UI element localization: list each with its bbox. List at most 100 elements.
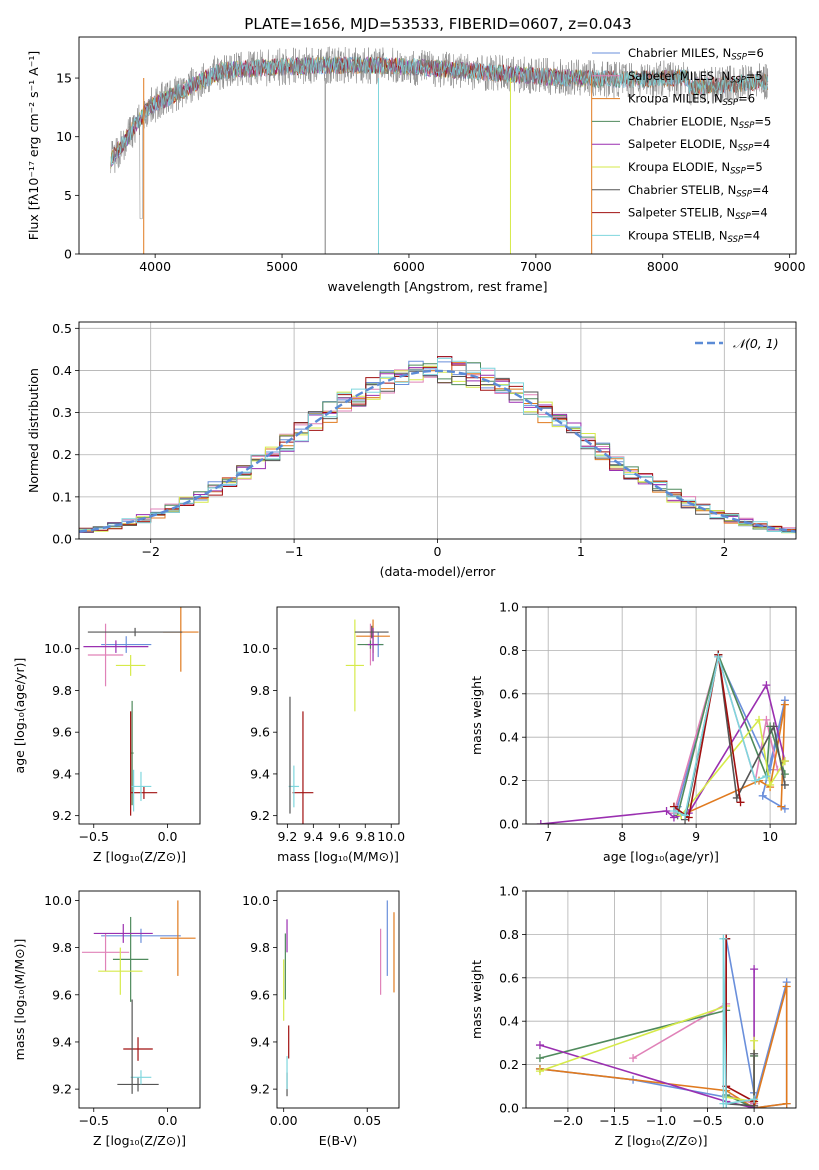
y-tick-label: 10.0	[44, 641, 72, 656]
weight-point-marker	[681, 811, 690, 820]
x-axis-label: mass [log₁₀(M/M⊙)]	[277, 849, 399, 864]
y-tick-label: 0.2	[499, 1057, 519, 1072]
weight-point-marker	[669, 806, 678, 815]
x-tick-label: 8	[618, 829, 626, 844]
y-tick-label: 10.0	[242, 641, 270, 656]
legend-subscript: SSP	[735, 212, 751, 222]
weight-series-line	[680, 717, 786, 816]
legend-count: =5	[746, 69, 763, 83]
weight-point-marker	[535, 1041, 544, 1050]
weight-point-marker	[758, 791, 767, 800]
y-tick-label: 0.2	[52, 447, 72, 462]
axes-frame	[78, 321, 797, 540]
legend-count: =6	[747, 46, 764, 60]
spectrum-line	[110, 56, 769, 166]
figure-title: PLATE=1656, MJD=53533, FIBERID=0607, z=0…	[244, 15, 631, 33]
weight-series-line	[673, 654, 742, 819]
weight-point-marker	[751, 776, 760, 785]
x-tick-label: 0.0	[158, 829, 178, 844]
y-tick-label: 0.8	[499, 927, 519, 942]
x-tick-label: −0.5	[79, 829, 109, 844]
axes-frame	[525, 606, 797, 825]
y-tick-label: 9.4	[250, 1034, 270, 1049]
legend-subscript: SSP	[731, 53, 747, 63]
x-axis-label: (data-model)/error	[380, 564, 497, 579]
legend-entry: Chabrier ELODIE, NSSP=5	[628, 114, 771, 130]
y-tick-label: 9.2	[52, 1082, 72, 1097]
weight-point-marker	[750, 965, 759, 974]
y-tick-label: 9.6	[52, 725, 72, 740]
axes-frame	[525, 890, 797, 1109]
x-tick-label: 0	[434, 544, 442, 559]
x-tick-label: 0.0	[158, 1113, 178, 1128]
y-tick-label: 9.4	[52, 766, 72, 781]
axes-frame	[276, 606, 400, 825]
y-axis-label: Flux [fλ10⁻¹⁷ erg cm⁻² s⁻¹ A⁻¹]	[26, 51, 41, 240]
mass-vs-metallicity-panel: −0.5 0.0 9.2 9.4 9.6 9.8 10.0 Z [log₁₀(Z/Z⊙)] ma…	[12, 890, 201, 1148]
weight-point-marker	[535, 1067, 544, 1076]
y-tick-label: 1.0	[499, 884, 519, 899]
weight-point-marker	[777, 802, 786, 811]
legend-subscript: SSP	[730, 167, 746, 177]
legend-count: =6	[738, 92, 755, 106]
axes-frame	[276, 890, 400, 1109]
y-tick-label: 9.6	[250, 987, 270, 1002]
x-tick-label: 0.0	[744, 1113, 764, 1128]
weight-point-marker	[780, 780, 789, 789]
x-axis-label: Z [log₁₀(Z/Z⊙)]	[615, 1133, 708, 1148]
x-tick-label: −1.5	[599, 1113, 629, 1128]
x-tick-label: 4000	[139, 259, 171, 274]
legend-count: =4	[751, 206, 768, 220]
residuals-panel: −2 −1 0 1 2 0.0 0.1 0.2 0.3 0.4 0.5 (data-model)/er…	[26, 321, 797, 579]
weight-point-marker	[782, 1099, 791, 1108]
y-tick-label: 0	[64, 247, 72, 262]
y-tick-label: 9.8	[250, 683, 270, 698]
x-tick-label: 2	[720, 544, 728, 559]
legend-entry: Kroupa STELIB, NSSP=4	[628, 228, 760, 245]
y-axis-label: age [log₁₀(age/yr)]	[12, 658, 27, 774]
x-axis-label: wavelength [Angstrom, rest frame]	[327, 279, 547, 294]
x-tick-label: −0.5	[79, 1113, 109, 1128]
weight-point-marker	[762, 681, 771, 690]
y-tick-label: 1.0	[499, 600, 519, 615]
x-tick-label: −1.0	[646, 1113, 676, 1128]
y-tick-label: 9.6	[250, 725, 270, 740]
y-tick-label: 9.2	[52, 808, 72, 823]
y-tick-label: 15	[56, 71, 72, 86]
legend-entry: Salpeter ELODIE, NSSP=4	[628, 137, 770, 154]
legend-entry: Chabrier STELIB, NSSP=4	[628, 183, 769, 200]
legend-count: =4	[743, 228, 760, 242]
legend-entry: Kroupa ELODIE, NSSP=5	[628, 160, 763, 177]
legend-subscript: SSP	[738, 144, 754, 154]
x-tick-label: 10.0	[377, 829, 405, 844]
axes-frame	[78, 890, 201, 1109]
x-tick-label: −2	[141, 544, 159, 559]
y-axis-label: Normed distribution	[26, 368, 41, 493]
x-axis-label: Z [log₁₀(Z/Z⊙)]	[93, 849, 186, 864]
x-tick-label: 10	[762, 829, 778, 844]
y-tick-label: 0.0	[52, 532, 72, 547]
x-tick-label: 1	[577, 544, 585, 559]
legend-entry: Chabrier MILES, NSSP=6	[628, 46, 764, 63]
x-tick-label: 9.4	[303, 829, 323, 844]
y-tick-label: 0.3	[52, 405, 72, 420]
weight-point-marker	[629, 1054, 638, 1063]
spectrum-legend: Chabrier MILES, NSSP=6 Salpeter MILES, NS…	[592, 46, 771, 245]
x-tick-label: 0.05	[353, 1113, 381, 1128]
y-tick-label: 0.8	[499, 643, 519, 658]
legend-subscript: SSP	[736, 189, 752, 199]
weight-point-marker	[780, 700, 789, 709]
legend-subscript: SSP	[728, 235, 744, 245]
y-axis-label: mass [log₁₀(M/M⊙)]	[12, 939, 27, 1061]
normal-curve	[78, 369, 797, 533]
legend-subscript: SSP	[730, 75, 746, 85]
weight-point-marker	[762, 715, 771, 724]
x-tick-label: 0.00	[270, 1113, 298, 1128]
weight-point-marker	[780, 757, 789, 766]
x-tick-label: −0.5	[692, 1113, 722, 1128]
weight-point-marker	[750, 1095, 759, 1104]
x-tick-label: 6000	[393, 259, 425, 274]
weight-point-marker	[719, 934, 728, 943]
